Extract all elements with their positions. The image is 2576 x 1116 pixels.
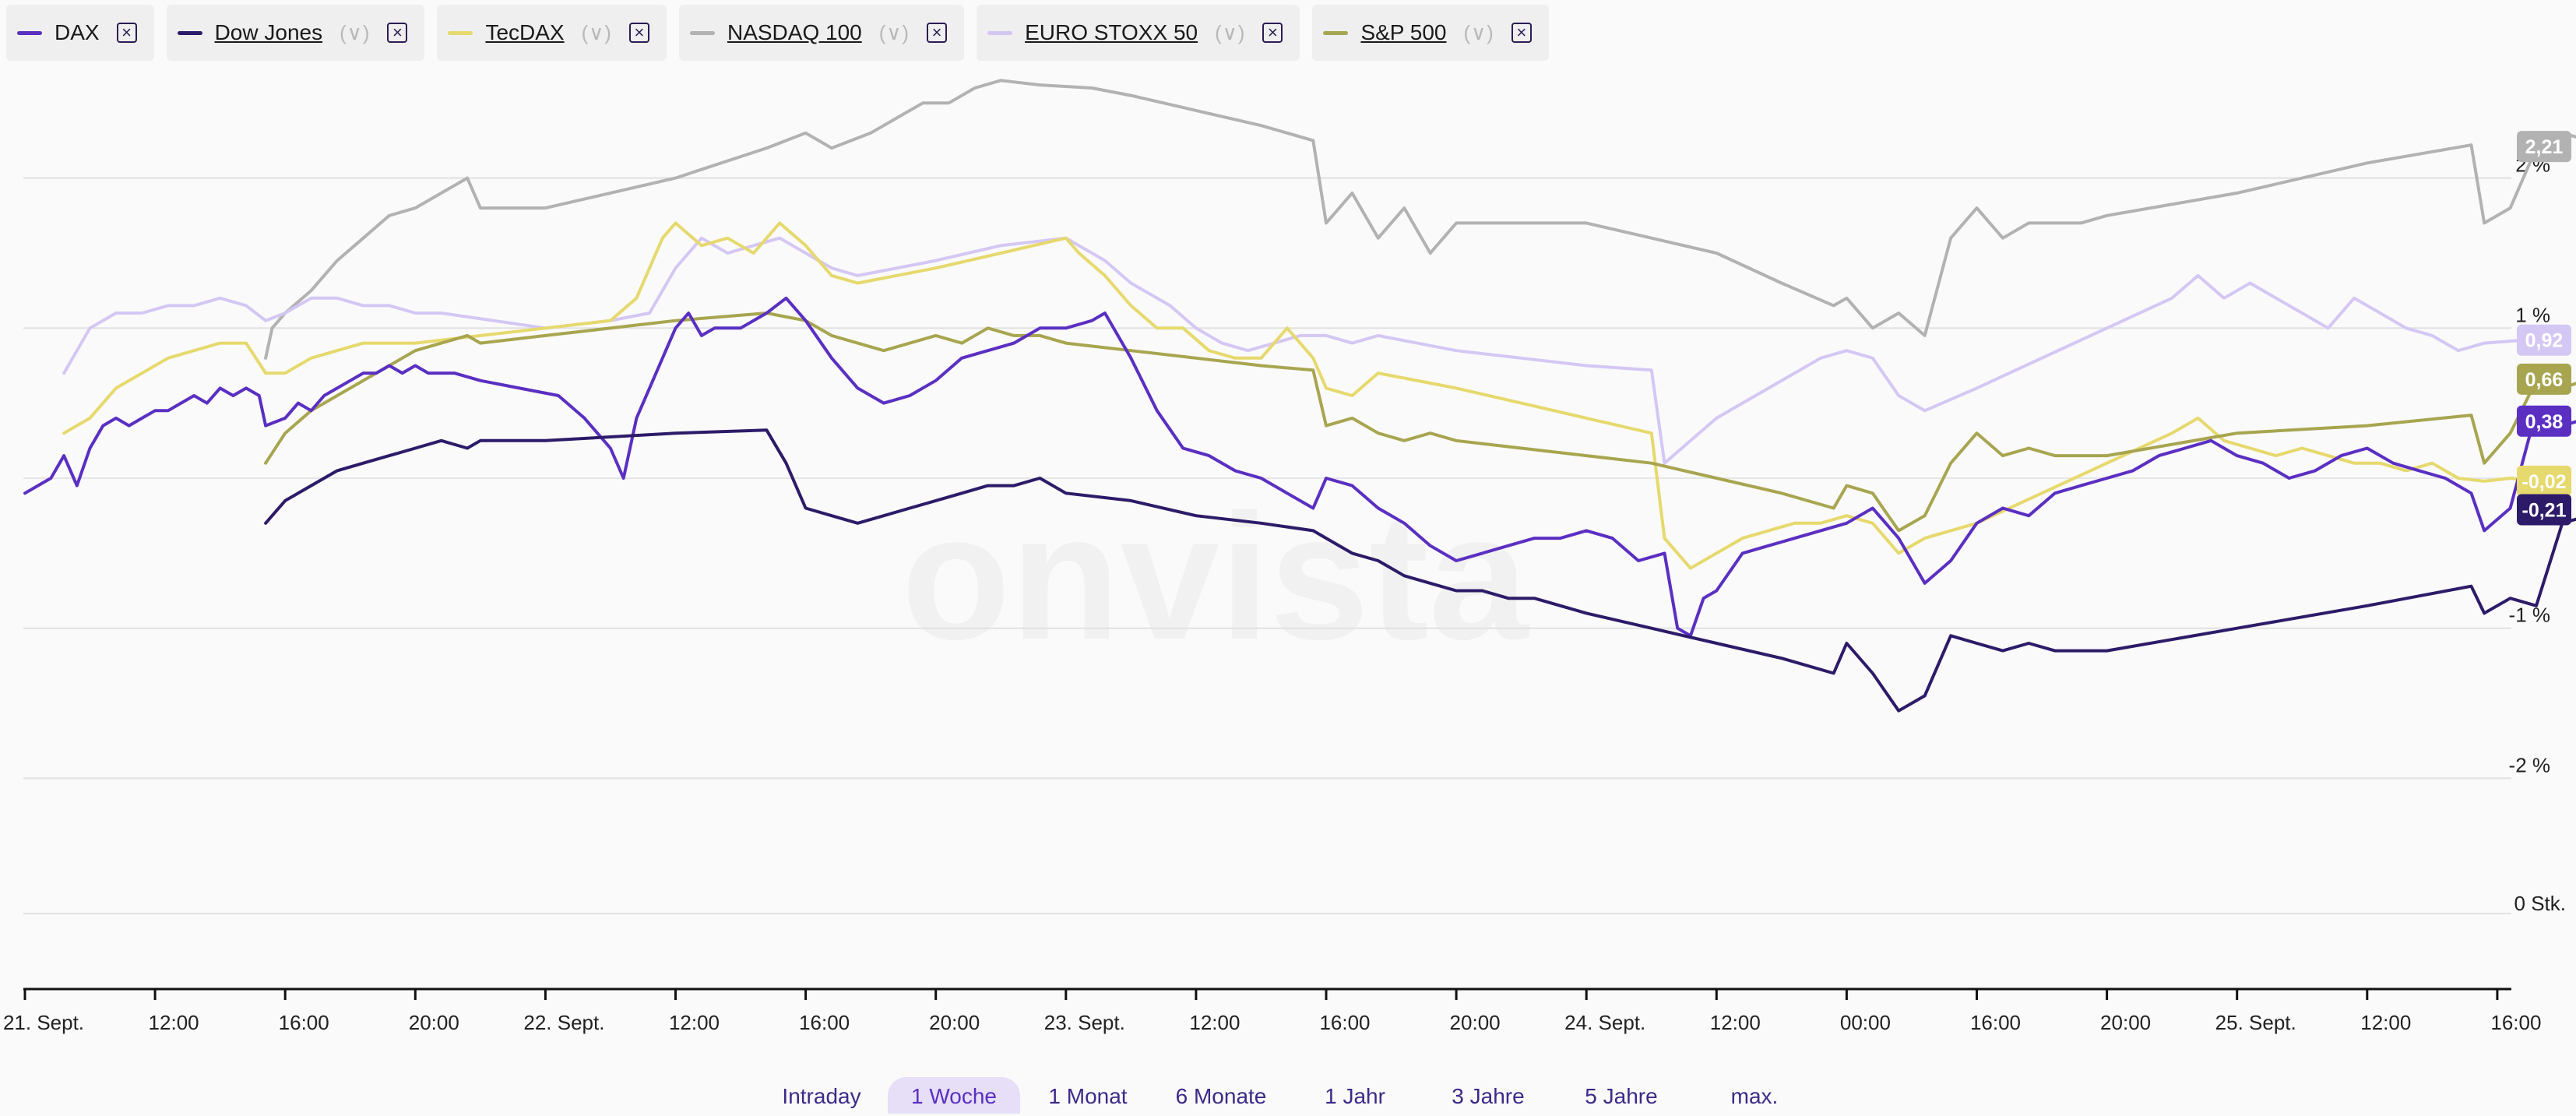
- x-tick-label: 12:00: [2360, 1011, 2411, 1034]
- legend-chip-dow-jones[interactable]: Dow Jones (∨) ×: [166, 5, 425, 61]
- x-tick-label: 20:00: [2100, 1011, 2151, 1034]
- performance-chart: onvista 3 %2 %1 %-1 %-2 %0 Stk. 21. Sept…: [3, 79, 2576, 1034]
- close-icon[interactable]: ×: [927, 23, 948, 43]
- timeframe-tab-6-monate[interactable]: 6 Monate: [1175, 1084, 1267, 1108]
- x-axis: 21. Sept. 12:00 16:00 20:00 22. Sept. 12:00 16…: [3, 988, 2541, 1034]
- legend-label-nasdaq-100[interactable]: NASDAQ 100: [727, 20, 862, 44]
- legend-label-tecdax[interactable]: TecDAX: [485, 20, 565, 44]
- x-tick-label: 20:00: [929, 1011, 980, 1034]
- series-line-nasdaq-100: [264, 79, 2576, 360]
- x-tick-label: 12:00: [149, 1011, 199, 1034]
- legend-swatch: [987, 30, 1013, 35]
- legend-label-dow-jones[interactable]: Dow Jones: [214, 20, 323, 44]
- chart-grid: [23, 177, 2511, 914]
- x-tick-label: 23. Sept.: [1044, 1011, 1125, 1034]
- legend-swatch: [1323, 30, 1349, 35]
- series-line-euro-stoxx-50: [62, 236, 2525, 465]
- series-line-s-p-500: [264, 312, 2576, 533]
- timeframe-tab-5-jahre[interactable]: 5 Jahre: [1585, 1084, 1658, 1108]
- legend-chip-tecdax[interactable]: TecDAX (∨) ×: [437, 5, 667, 61]
- x-tick-label: 16:00: [1970, 1011, 2021, 1034]
- series-line-dow-jones: [264, 428, 2576, 713]
- x-tick-label: 25. Sept.: [2215, 1011, 2296, 1034]
- value-badge-nasdaq-100: 2,21: [2517, 131, 2571, 163]
- y-tick-label: 1 %: [2515, 303, 2550, 326]
- value-badge-s-p-500: 0,66: [2517, 363, 2571, 395]
- x-tick-label: 22. Sept.: [523, 1011, 604, 1034]
- close-icon[interactable]: ×: [628, 23, 649, 43]
- svg-text:-0,21: -0,21: [2522, 499, 2567, 521]
- series-line-tecdax: [62, 221, 2538, 570]
- svg-text:0,66: 0,66: [2525, 369, 2564, 391]
- legend-swatch: [17, 30, 42, 35]
- legend-chip-euro-stoxx-50[interactable]: EURO STOXX 50 (∨) ×: [977, 5, 1300, 61]
- svg-text:2,21: 2,21: [2525, 136, 2564, 158]
- chevron-down-icon[interactable]: (∨): [878, 20, 910, 44]
- x-tick-label: 16:00: [279, 1011, 329, 1034]
- timeframe-tab-1-woche[interactable]: 1 Woche: [888, 1077, 1020, 1114]
- x-tick-label: 12:00: [669, 1011, 720, 1034]
- chevron-down-icon[interactable]: (∨): [1463, 20, 1494, 44]
- close-icon[interactable]: ×: [116, 23, 137, 43]
- x-tick-label: 24. Sept.: [1564, 1011, 1645, 1034]
- volume-label: 0 Stk.: [2514, 892, 2566, 915]
- timeframe-tab-3-jahre[interactable]: 3 Jahre: [1452, 1084, 1525, 1108]
- series-lines: [23, 79, 2576, 713]
- chevron-down-icon[interactable]: (∨): [1215, 20, 1246, 44]
- value-badge-dow-jones: -0,21: [2517, 494, 2571, 526]
- legend-label-euro-stoxx-50[interactable]: EURO STOXX 50: [1025, 20, 1198, 44]
- index-legend: DAX × Dow Jones (∨) × TecDAX (∨) × NASDAQ 100 (∨)…: [6, 5, 1549, 61]
- timeframe-tab-1-monat[interactable]: 1 Monat: [1048, 1084, 1128, 1108]
- legend-label-s-p-500[interactable]: S&P 500: [1360, 20, 1447, 44]
- value-badge-dax: 0,38: [2517, 405, 2571, 437]
- x-tick-label: 00:00: [1840, 1011, 1891, 1034]
- timeframe-tab-max[interactable]: max.: [1730, 1084, 1779, 1108]
- watermark: onvista: [901, 477, 1529, 677]
- x-tick-label: 20:00: [409, 1011, 459, 1034]
- y-tick-label: -2 %: [2509, 753, 2550, 776]
- x-tick-label: 16:00: [799, 1011, 850, 1034]
- timeframe-tab-1-jahr[interactable]: 1 Jahr: [1325, 1084, 1385, 1108]
- timeframe-tab-intraday[interactable]: Intraday: [782, 1084, 861, 1108]
- value-badge-euro-stoxx-50: 0,92: [2517, 324, 2571, 356]
- legend-chip-nasdaq-100[interactable]: NASDAQ 100 (∨) ×: [678, 5, 965, 61]
- close-icon[interactable]: ×: [1262, 23, 1283, 43]
- timeframe-tabs: Intraday 1 Woche 1 Monat 6 Monate 1 Jahr 3 Ja…: [0, 1077, 2576, 1114]
- x-tick-label: 12:00: [1710, 1011, 1761, 1034]
- value-badge-tecdax: -0,02: [2517, 465, 2571, 497]
- x-tick-label: 16:00: [2490, 1011, 2541, 1034]
- chevron-down-icon[interactable]: (∨): [581, 20, 612, 44]
- x-tick-label: 21. Sept.: [3, 1011, 84, 1034]
- close-icon[interactable]: ×: [387, 23, 408, 43]
- svg-text:0,92: 0,92: [2525, 330, 2564, 352]
- x-tick-label: 12:00: [1189, 1011, 1240, 1034]
- y-tick-label: -1 %: [2509, 604, 2550, 627]
- value-badges: 2,21 0,92 -0,02 0,66 0,38 -0,21: [2517, 131, 2571, 526]
- series-line-dax: [23, 296, 2576, 638]
- legend-swatch: [689, 30, 715, 35]
- legend-chip-dax[interactable]: DAX ×: [6, 5, 154, 61]
- x-tick-label: 20:00: [1450, 1011, 1501, 1034]
- legend-swatch: [177, 30, 202, 35]
- legend-swatch: [448, 30, 473, 35]
- x-tick-label: 16:00: [1319, 1011, 1370, 1034]
- legend-chip-s-p-500[interactable]: S&P 500 (∨) ×: [1312, 5, 1549, 61]
- svg-text:0,38: 0,38: [2525, 411, 2564, 433]
- svg-text:-0,02: -0,02: [2522, 471, 2567, 493]
- legend-label-dax: DAX: [55, 20, 100, 44]
- chevron-down-icon[interactable]: (∨): [340, 20, 371, 44]
- close-icon[interactable]: ×: [1511, 23, 1532, 43]
- y-axis: 3 %2 %1 %-1 %-2 %0 Stk.: [2509, 153, 2566, 915]
